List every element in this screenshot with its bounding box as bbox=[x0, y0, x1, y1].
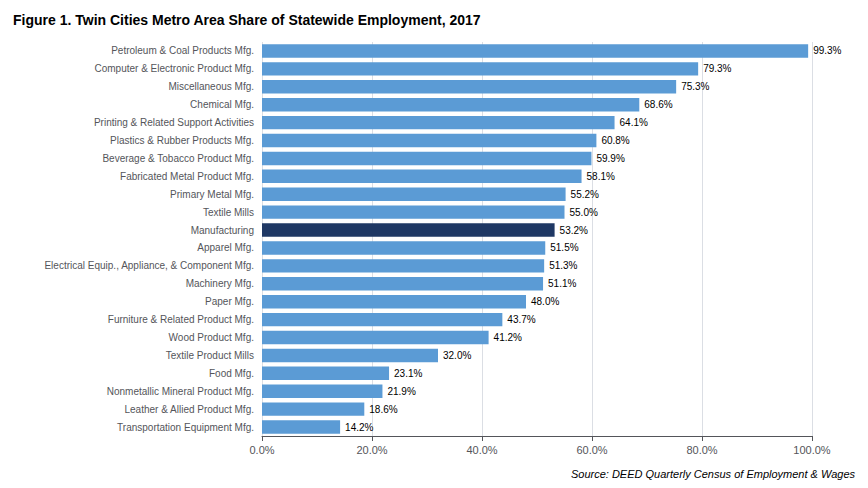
svg-text:99.3%: 99.3% bbox=[813, 45, 841, 56]
svg-text:Petroleum & Coal Products Mfg.: Petroleum & Coal Products Mfg. bbox=[111, 45, 254, 56]
svg-text:55.0%: 55.0% bbox=[570, 207, 598, 218]
svg-text:51.5%: 51.5% bbox=[550, 242, 578, 253]
svg-text:48.0%: 48.0% bbox=[531, 296, 559, 307]
svg-text:Food Mfg.: Food Mfg. bbox=[209, 368, 254, 379]
svg-text:Transportation Equipment Mfg.: Transportation Equipment Mfg. bbox=[117, 422, 254, 433]
svg-text:Apparel Mfg.: Apparel Mfg. bbox=[197, 242, 254, 253]
svg-text:Plastics & Rubber Products Mfg: Plastics & Rubber Products Mfg. bbox=[110, 135, 254, 146]
svg-text:20.0%: 20.0% bbox=[356, 444, 387, 456]
svg-text:Nonmetallic Mineral Product Mf: Nonmetallic Mineral Product Mfg. bbox=[107, 386, 254, 397]
svg-text:51.3%: 51.3% bbox=[549, 260, 577, 271]
svg-text:Source: DEED Quarterly Census: Source: DEED Quarterly Census of Employm… bbox=[571, 468, 856, 480]
svg-text:40.0%: 40.0% bbox=[466, 444, 497, 456]
svg-text:Chemical Mfg.: Chemical Mfg. bbox=[190, 99, 254, 110]
svg-text:80.0%: 80.0% bbox=[686, 444, 717, 456]
svg-text:Leather & Allied Product Mfg.: Leather & Allied Product Mfg. bbox=[124, 404, 254, 415]
svg-text:14.2%: 14.2% bbox=[345, 422, 373, 433]
svg-text:Figure 1. Twin Cities Metro Ar: Figure 1. Twin Cities Metro Area Share o… bbox=[13, 12, 481, 28]
svg-text:43.7%: 43.7% bbox=[507, 314, 535, 325]
svg-text:100.0%: 100.0% bbox=[793, 444, 831, 456]
svg-text:64.1%: 64.1% bbox=[620, 117, 648, 128]
svg-text:0.0%: 0.0% bbox=[249, 444, 274, 456]
svg-text:Textile Product Mills: Textile Product Mills bbox=[166, 350, 254, 361]
svg-text:Beverage & Tobacco Product Mfg: Beverage & Tobacco Product Mfg. bbox=[102, 153, 254, 164]
svg-text:Textile Mills: Textile Mills bbox=[203, 207, 254, 218]
svg-text:41.2%: 41.2% bbox=[494, 332, 522, 343]
svg-text:32.0%: 32.0% bbox=[443, 350, 471, 361]
svg-text:Paper Mfg.: Paper Mfg. bbox=[205, 296, 254, 307]
svg-text:53.2%: 53.2% bbox=[560, 225, 588, 236]
svg-text:Machinery Mfg.: Machinery Mfg. bbox=[186, 278, 254, 289]
svg-text:68.6%: 68.6% bbox=[644, 99, 672, 110]
svg-text:58.1%: 58.1% bbox=[587, 171, 615, 182]
svg-text:55.2%: 55.2% bbox=[571, 189, 599, 200]
svg-text:Wood Product Mfg.: Wood Product Mfg. bbox=[169, 332, 254, 343]
svg-text:18.6%: 18.6% bbox=[369, 404, 397, 415]
svg-text:Fabricated Metal Product Mfg.: Fabricated Metal Product Mfg. bbox=[120, 171, 254, 182]
svg-text:79.3%: 79.3% bbox=[703, 63, 731, 74]
svg-text:Computer & Electronic Product: Computer & Electronic Product Mfg. bbox=[94, 63, 254, 74]
svg-text:59.9%: 59.9% bbox=[596, 153, 624, 164]
svg-text:23.1%: 23.1% bbox=[394, 368, 422, 379]
svg-text:21.9%: 21.9% bbox=[387, 386, 415, 397]
svg-text:60.0%: 60.0% bbox=[576, 444, 607, 456]
svg-text:Furniture & Related Product Mf: Furniture & Related Product Mfg. bbox=[108, 314, 254, 325]
svg-text:Electrical Equip., Appliance,: Electrical Equip., Appliance, & Componen… bbox=[44, 260, 254, 271]
svg-text:60.8%: 60.8% bbox=[601, 135, 629, 146]
svg-text:Miscellaneous Mfg.: Miscellaneous Mfg. bbox=[168, 81, 254, 92]
svg-text:51.1%: 51.1% bbox=[548, 278, 576, 289]
svg-text:Manufacturing: Manufacturing bbox=[191, 225, 254, 236]
svg-text:75.3%: 75.3% bbox=[681, 81, 709, 92]
svg-text:Primary Metal Mfg.: Primary Metal Mfg. bbox=[170, 189, 254, 200]
svg-text:Printing & Related Support Act: Printing & Related Support Activities bbox=[94, 117, 254, 128]
